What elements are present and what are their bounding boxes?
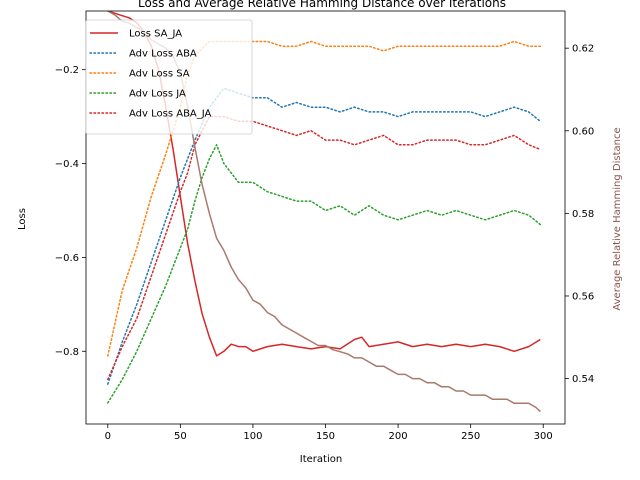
y-left-tick-label: −0.8 bbox=[55, 347, 79, 358]
x-axis-title: Iteration bbox=[300, 454, 342, 465]
legend-label: Adv Loss ABA_JA bbox=[129, 109, 212, 120]
y-left-tick-label: −0.2 bbox=[55, 65, 79, 76]
series-line-adv-loss-aba bbox=[107, 87, 542, 385]
y-axis-right: 0.54 0.56 0.58 0.60 0.62 bbox=[565, 44, 594, 385]
y-right-tick-label: 0.60 bbox=[572, 126, 594, 137]
y-right-tick-label: 0.56 bbox=[572, 291, 594, 302]
y-right-tick-label: 0.58 bbox=[572, 209, 594, 220]
x-tick-label: 0 bbox=[105, 431, 111, 442]
chart-title: Loss and Average Relative Hamming Distan… bbox=[138, 0, 506, 10]
y-right-tick-label: 0.62 bbox=[572, 44, 594, 55]
y-left-tick-label: −0.6 bbox=[55, 253, 79, 264]
legend-box bbox=[85, 19, 253, 135]
series-line-adv-loss-ja bbox=[107, 144, 542, 404]
y-left-tick-label: −0.4 bbox=[55, 159, 79, 170]
y-axis-left-title: Loss bbox=[17, 208, 28, 230]
series-line-adv-loss-aba-ja bbox=[107, 115, 542, 381]
x-tick-label: 300 bbox=[534, 431, 553, 442]
legend-label: Adv Loss SA bbox=[129, 69, 190, 80]
x-tick-label: 250 bbox=[461, 431, 480, 442]
y-axis-right-title: Average Relative Hamming Distance bbox=[612, 127, 623, 310]
y-right-tick-label: 0.54 bbox=[572, 374, 594, 385]
x-tick-label: 100 bbox=[243, 431, 262, 442]
x-tick-label: 150 bbox=[316, 431, 335, 442]
x-tick-label: 50 bbox=[174, 431, 187, 442]
legend: Loss SA_JA Adv Loss ABA Adv Loss SA Adv Los… bbox=[85, 19, 253, 135]
legend-label: Loss SA_JA bbox=[129, 29, 182, 40]
x-tick-label: 200 bbox=[389, 431, 408, 442]
legend-label: Adv Loss ABA bbox=[129, 49, 197, 60]
y-axis-left: −0.8 −0.6 −0.4 −0.2 bbox=[55, 65, 86, 358]
x-axis: 0 50 100 150 200 250 300 bbox=[105, 424, 553, 442]
legend-label: Adv Loss JA bbox=[129, 89, 186, 100]
